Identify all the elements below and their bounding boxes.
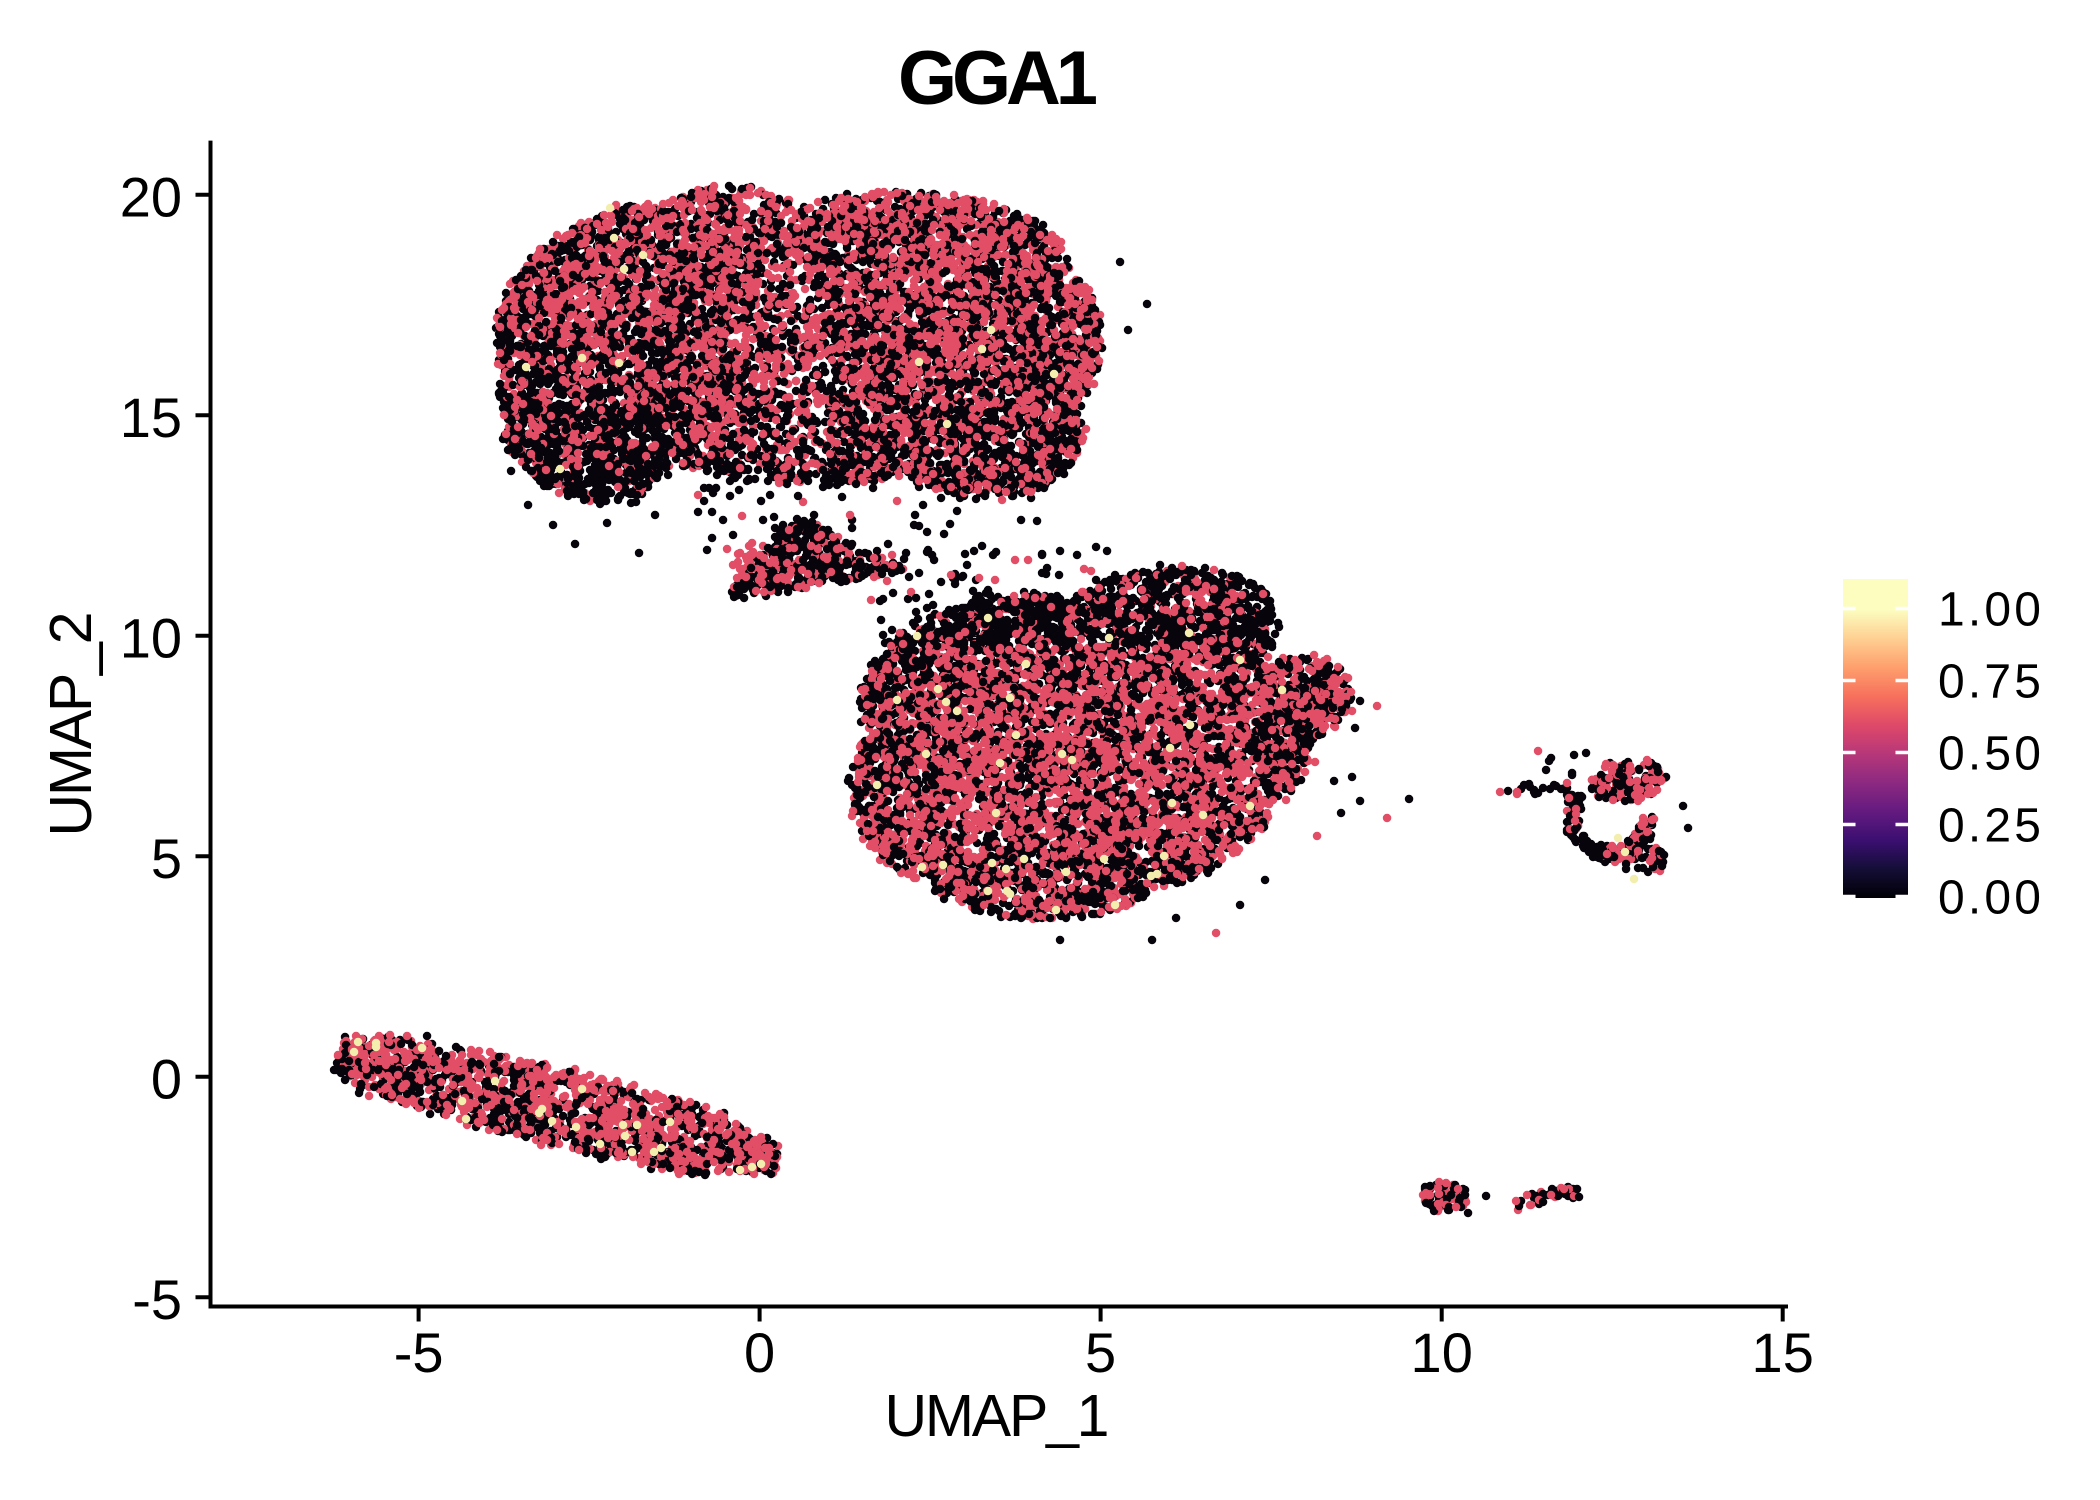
svg-text:0: 0	[744, 1321, 775, 1384]
svg-text:-5: -5	[394, 1321, 444, 1384]
svg-text:5: 5	[151, 827, 182, 890]
svg-text:15: 15	[1752, 1321, 1814, 1384]
svg-text:GGA1: GGA1	[898, 36, 1098, 121]
svg-text:20: 20	[120, 165, 182, 228]
svg-text:15: 15	[120, 386, 182, 449]
svg-text:0.25: 0.25	[1938, 800, 2041, 853]
svg-text:0.50: 0.50	[1938, 728, 2041, 781]
svg-text:-5: -5	[132, 1268, 182, 1331]
svg-text:0: 0	[151, 1047, 182, 1110]
svg-text:10: 10	[120, 606, 182, 669]
svg-text:0.00: 0.00	[1938, 872, 2041, 925]
svg-text:UMAP_1: UMAP_1	[885, 1383, 1110, 1449]
svg-text:10: 10	[1411, 1321, 1473, 1384]
svg-text:5: 5	[1085, 1321, 1116, 1384]
svg-text:0.75: 0.75	[1938, 656, 2041, 709]
svg-text:UMAP_2: UMAP_2	[38, 612, 104, 837]
svg-text:1.00: 1.00	[1938, 584, 2041, 637]
